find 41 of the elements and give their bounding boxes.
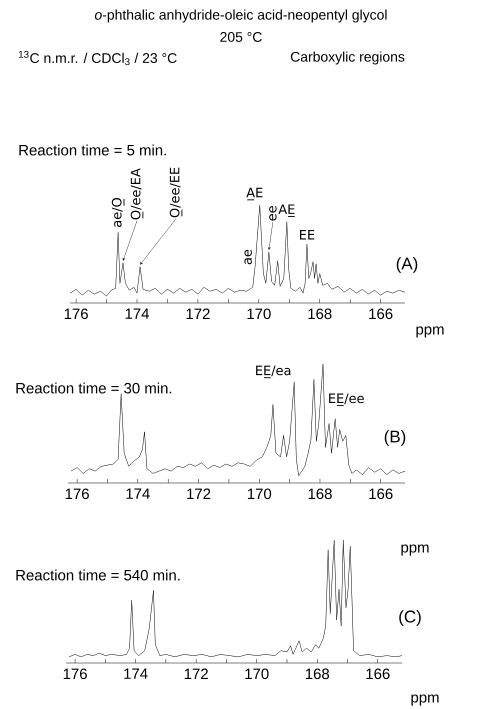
x-tick-label: 174	[126, 488, 150, 499]
chart-title: Reaction time = 5 min.	[19, 144, 166, 156]
x-tick-label: 176	[66, 488, 89, 500]
annotation: EE	[300, 230, 314, 240]
x-tick-label: 174	[124, 668, 148, 679]
x-tick-label: 172	[186, 308, 210, 319]
x-tick-label: 172	[184, 668, 208, 679]
annotation: (A)	[396, 257, 418, 273]
annotation: EE̲/ee	[329, 394, 364, 406]
annotation: A̲E	[246, 188, 262, 200]
x-tick-label: 166	[366, 668, 390, 680]
x-tick-label: 166	[369, 308, 392, 320]
text: Reaction time = 30 min.	[16, 382, 172, 394]
x-tick-label: 166	[369, 488, 393, 500]
x-tick-label: 172	[187, 488, 210, 499]
annotation: ee	[269, 206, 277, 221]
x-tick-label: 170	[247, 308, 271, 320]
x-tick-label: 174	[126, 308, 150, 319]
x-tick-label: 168	[308, 488, 332, 500]
annotation: (C)	[399, 610, 421, 626]
x-tick-label: 168	[306, 668, 330, 680]
text: Reaction time = 540 min.	[16, 570, 180, 580]
text: Carboxylic regions	[290, 51, 404, 64]
annotation: O̲/ee/EA	[130, 168, 144, 220]
annotation: O̲/ee/EE	[170, 168, 182, 218]
x-axis-title: ppm	[411, 694, 439, 706]
annotation: ae/O̲	[112, 198, 124, 227]
annotation: AE̲	[278, 204, 295, 217]
annotation: (B)	[384, 430, 406, 446]
annotation: EE̲/ea	[256, 366, 290, 378]
x-axis-title: ppm	[401, 544, 429, 556]
x-tick-label: 176	[64, 668, 87, 680]
x-axis-title: ppm	[416, 326, 444, 338]
annotation: ae	[244, 250, 252, 264]
x-tick-label: 170	[248, 488, 272, 500]
text: o-phthalic anhydride-oleic acid-neopentyl glycol	[94, 9, 387, 22]
x-tick-label: 168	[308, 308, 332, 320]
text: 205 °C	[220, 32, 262, 42]
x-tick-label: 176	[64, 308, 88, 320]
x-tick-label: 170	[245, 668, 269, 680]
text: $^{13}$C n.m.r. / CDCl$_{3}$ / 23 °C	[18, 50, 177, 66]
